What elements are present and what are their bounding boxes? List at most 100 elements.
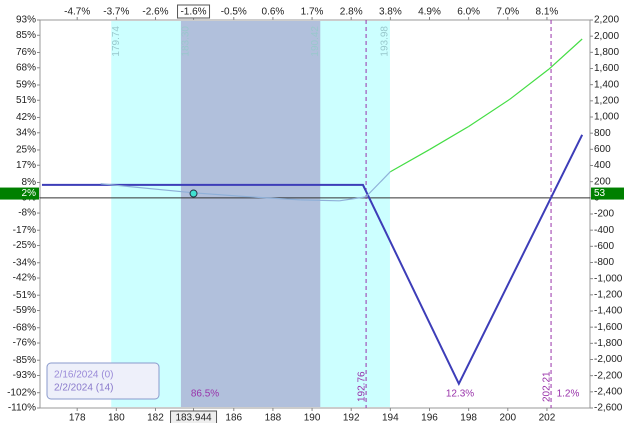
series-line xyxy=(41,134,584,387)
range-band xyxy=(180,21,321,407)
current-x2-box xyxy=(177,4,211,19)
y-tick-label: -110% xyxy=(8,403,36,414)
y2-tick-label: -800 xyxy=(594,257,614,268)
band-edge-label: 190.42 xyxy=(310,26,321,57)
x2-tick-label: 2.8% xyxy=(340,7,363,18)
y2-tick-label: -1,600 xyxy=(594,322,623,333)
y-tick-label: 51% xyxy=(16,95,36,106)
y2-tick-label: 2,000 xyxy=(594,31,619,42)
y2-tick-label: -1,000 xyxy=(594,273,623,284)
y-tick-label: 8% xyxy=(22,177,37,188)
band-edge-label: 183.30 xyxy=(181,26,192,57)
y2-tick-label: 1,600 xyxy=(594,63,619,74)
series-segment xyxy=(100,183,194,194)
current-x-box xyxy=(170,410,218,423)
x-tick-label: 200 xyxy=(499,413,516,423)
x-tick-label: 198 xyxy=(460,413,477,423)
x-tick-label: 202 xyxy=(539,413,556,423)
legend-box xyxy=(46,362,160,400)
y2-tick-label: -1,400 xyxy=(594,306,623,317)
y2-tick-label: -2,600 xyxy=(594,403,623,414)
y-tick-label: -85% xyxy=(13,355,36,366)
y2-tick-label: 400 xyxy=(594,160,611,171)
x2-tick-label: 6.0% xyxy=(457,7,480,18)
series-segment xyxy=(249,196,301,201)
band-edge-label: 193.98 xyxy=(380,26,391,57)
series-segment xyxy=(300,199,340,202)
series-segment xyxy=(429,125,469,151)
current-marker xyxy=(189,189,198,198)
x-tick-label: 183.944 xyxy=(175,413,212,423)
y2-tick-label: 800 xyxy=(594,128,611,139)
y-tick-label: -59% xyxy=(13,305,36,316)
probability-label: 86.5% xyxy=(191,389,219,400)
y2-tick-label: -400 xyxy=(594,225,614,236)
x2-tick-label: -3.7% xyxy=(103,7,129,18)
legend-entry: 2/16/2024 (0) xyxy=(54,370,114,381)
y2-tick-label: -2,400 xyxy=(594,386,623,397)
y2-tick-label: 1,800 xyxy=(594,47,619,58)
y-tick-label: -51% xyxy=(13,290,36,301)
y2-tick-label: -2,000 xyxy=(594,354,623,365)
x-tick-label: 188 xyxy=(265,413,282,423)
x2-tick-label: -1.6% xyxy=(180,7,206,18)
y2-tick-label: 1,000 xyxy=(594,112,619,123)
y2-tick-label: -2,200 xyxy=(594,370,623,381)
y-tick-label: -42% xyxy=(13,273,36,284)
y-tick-label: 42% xyxy=(16,112,36,123)
series-segment xyxy=(193,192,250,198)
x2-tick-label: 8.1% xyxy=(536,7,559,18)
y-tick-label: -17% xyxy=(13,225,36,236)
y-tick-label: -76% xyxy=(13,338,36,349)
current-value-label: 53 xyxy=(594,188,606,199)
y2-tick-label: -200 xyxy=(594,209,614,220)
y-tick-label: -102% xyxy=(7,387,36,398)
x2-tick-label: 4.9% xyxy=(418,7,441,18)
y-tick-label: 93% xyxy=(16,15,36,26)
y-tick-label: 68% xyxy=(16,62,36,73)
y-tick-label: 25% xyxy=(16,145,36,156)
series-segment xyxy=(339,196,366,202)
x-tick-label: 178 xyxy=(69,413,86,423)
x2-tick-label: -4.7% xyxy=(64,7,90,18)
y2-tick-label: 200 xyxy=(594,176,611,187)
x2-tick-label: 0.6% xyxy=(262,7,285,18)
x-tick-label: 180 xyxy=(108,413,125,423)
x2-tick-label: -2.6% xyxy=(142,7,168,18)
y-tick-label: 85% xyxy=(16,30,36,41)
series-segment xyxy=(390,149,430,173)
y-tick-label: 59% xyxy=(16,80,36,91)
y2-tick-label: 1,200 xyxy=(594,95,619,106)
y-tick-label: 17% xyxy=(16,160,36,171)
y2-tick-label: 600 xyxy=(594,144,611,155)
x2-tick-label: -0.5% xyxy=(221,7,247,18)
series-segment xyxy=(548,38,583,70)
current-percent-label: 2% xyxy=(22,188,37,199)
x-tick-label: 190 xyxy=(304,413,321,423)
series-segment xyxy=(365,171,391,198)
y2-tick-label: 2,200 xyxy=(594,15,619,26)
y-tick-label: 34% xyxy=(16,127,36,138)
breakeven-label: 202.21 xyxy=(542,371,553,402)
breakeven-label: 192.76 xyxy=(357,371,368,402)
x-tick-label: 196 xyxy=(421,413,438,423)
y-tick-label: -25% xyxy=(13,240,36,251)
y2-tick-label: -1,800 xyxy=(594,338,623,349)
y2-tick-label: 1,400 xyxy=(594,79,619,90)
probability-label: 12.3% xyxy=(446,389,474,400)
y2-tick-label: -600 xyxy=(594,241,614,252)
probability-label: 1.2% xyxy=(557,389,580,400)
band-edge-label: 179.74 xyxy=(111,26,122,57)
x-tick-label: 192 xyxy=(343,413,360,423)
series-segment xyxy=(509,68,550,100)
legend-entry: 2/2/2024 (14) xyxy=(54,383,114,394)
y-tick-label: -93% xyxy=(13,370,36,381)
y2-tick-label: -1,200 xyxy=(594,289,623,300)
series-segment xyxy=(468,98,511,127)
y-tick-label: 76% xyxy=(16,47,36,58)
x2-tick-label: 7.0% xyxy=(496,7,519,18)
current-value-flag xyxy=(591,187,624,200)
x-tick-label: 182 xyxy=(147,413,164,423)
y-tick-label: -68% xyxy=(13,322,36,333)
